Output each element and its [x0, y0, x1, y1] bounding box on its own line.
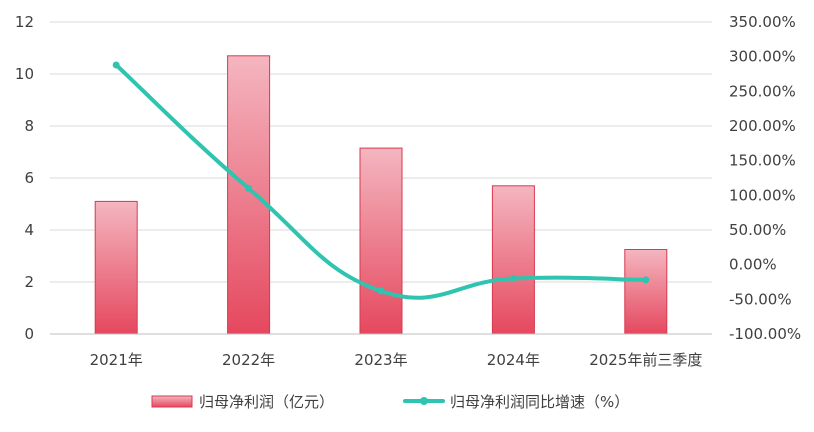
- left-axis: 0 2 4 6 8 10 12: [15, 13, 34, 343]
- line-point: [642, 276, 650, 284]
- growth-line: [114, 62, 648, 300]
- right-tick-label: -100.00%: [729, 325, 801, 343]
- right-tick-label: 250.00%: [729, 82, 796, 100]
- bar: [94, 200, 138, 335]
- right-tick-label: 0.00%: [729, 256, 777, 274]
- category-label: 2023年: [354, 351, 407, 369]
- bar: [227, 55, 271, 335]
- right-tick-label: 50.00%: [729, 221, 786, 239]
- line-point: [509, 275, 517, 283]
- right-tick-label: 350.00%: [729, 13, 796, 31]
- left-tick-label: 12: [15, 13, 34, 31]
- bar: [359, 147, 403, 335]
- legend: 归母净利润（亿元） 归母净利润同比增速（%）: [151, 393, 629, 411]
- category-label: 2021年: [90, 351, 143, 369]
- legend-bar-label: 归母净利润（亿元）: [199, 393, 334, 411]
- left-tick-label: 10: [15, 65, 34, 83]
- category-label: 2025年前三季度: [589, 351, 702, 369]
- legend-line-marker: [420, 397, 428, 405]
- right-tick-label: 150.00%: [729, 152, 796, 170]
- right-tick-label: 200.00%: [729, 117, 796, 135]
- line-point: [377, 287, 385, 295]
- legend-bar-swatch: [151, 395, 193, 408]
- right-tick-label: 300.00%: [729, 48, 796, 66]
- left-tick-label: 4: [24, 221, 34, 239]
- bar: [491, 185, 535, 335]
- left-tick-label: 0: [24, 325, 34, 343]
- left-tick-label: 6: [24, 169, 34, 187]
- legend-line-label: 归母净利润同比增速（%）: [450, 393, 629, 411]
- left-tick-label: 8: [24, 117, 34, 135]
- x-axis: 2021年 2022年 2023年 2024年 2025年前三季度: [50, 333, 712, 369]
- line-series: [112, 61, 650, 300]
- bar-series: [94, 55, 668, 335]
- right-tick-label: 100.00%: [729, 186, 796, 204]
- category-label: 2024年: [487, 351, 540, 369]
- line-point: [245, 184, 253, 192]
- right-tick-label: -50.00%: [729, 290, 792, 308]
- line-point: [112, 61, 120, 69]
- right-axis: -100.00% -50.00% 0.00% 50.00% 100.00% 150.00%…: [729, 13, 801, 343]
- bar: [624, 249, 668, 335]
- left-tick-label: 2: [24, 273, 34, 291]
- category-label: 2022年: [222, 351, 275, 369]
